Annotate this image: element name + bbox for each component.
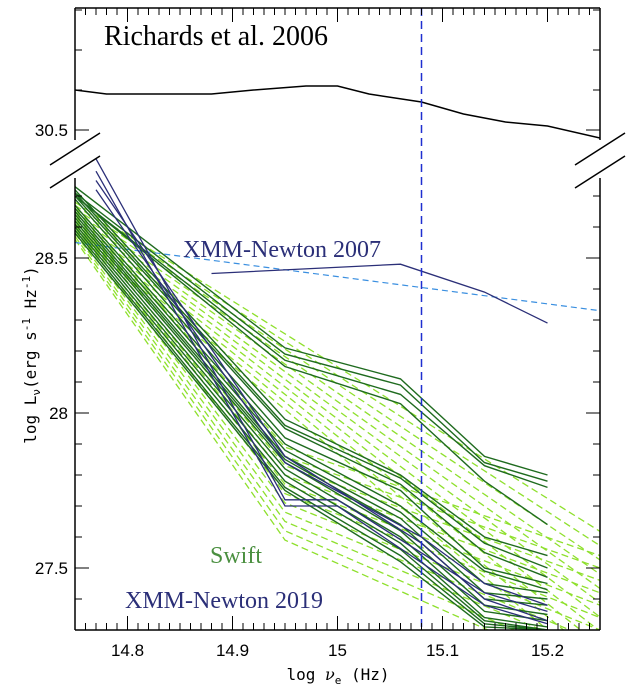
swift-line-6 <box>75 195 548 578</box>
y-tick-label: 28 <box>49 404 68 423</box>
swift-line-2 <box>75 195 548 489</box>
model-line-4 <box>75 214 600 590</box>
annotation-richards: Richards et al. 2006 <box>104 21 328 52</box>
y-axis-label: log Lν(erg s-1 Hz-1) <box>20 266 43 444</box>
swift-line-11 <box>75 214 548 606</box>
swift-line-1 <box>75 192 548 482</box>
x-axis-label: log νe (Hz) <box>286 665 389 687</box>
break-mark-left-1 <box>49 132 101 166</box>
model-line-0 <box>75 201 600 532</box>
swift-line-13 <box>75 220 548 622</box>
richards-curve <box>75 85 600 139</box>
model-line-alt-10 <box>75 239 490 630</box>
swift-line-0 <box>75 186 548 476</box>
swift-line-7 <box>75 198 548 585</box>
annotation-xmm-2007: XMM-Newton 2007 <box>183 237 381 263</box>
xmm2019-line-1 <box>95 170 548 625</box>
x-tick-label: 14.9 <box>216 641 249 660</box>
model-line-3 <box>75 210 600 575</box>
y-tick-label: 27.5 <box>35 559 68 578</box>
x-tick-label: 15.1 <box>426 641 459 660</box>
xmm2007-line <box>211 263 548 324</box>
model-line-alt-7 <box>75 229 572 630</box>
annotation-swift: Swift <box>210 543 262 569</box>
break-mark-right-1 <box>574 132 626 166</box>
x-tick-label: 15 <box>328 641 347 660</box>
model-line-alt-8 <box>75 232 544 630</box>
dashed-blue-line <box>75 241 600 312</box>
swift-line-3 <box>75 195 548 526</box>
frame-layer <box>49 7 626 631</box>
swift-line-4 <box>75 189 548 557</box>
annotation-xmm-2019: XMM-Newton 2019 <box>125 588 323 614</box>
swift-line-5 <box>75 192 548 569</box>
y-tick-label-upper: 30.5 <box>35 121 68 140</box>
model-line-5 <box>75 217 600 604</box>
x-tick-label: 14.8 <box>111 641 144 660</box>
swift-line-10 <box>75 211 548 600</box>
x-tick-label: 15.2 <box>531 641 564 660</box>
series-layer <box>75 8 600 630</box>
text-layer: Richards et al. 2006 XMM-Newton 2007 Swi… <box>20 21 564 687</box>
model-line-8 <box>75 226 582 630</box>
model-line-alt-2 <box>75 214 600 582</box>
swift-line-14 <box>75 223 548 628</box>
break-mark-right-2 <box>574 155 626 189</box>
swift-line-8 <box>75 204 548 591</box>
break-mark-left-2 <box>49 155 101 189</box>
model-line-7 <box>75 223 600 630</box>
y-tick-label: 28.5 <box>35 249 68 268</box>
xmm2019-line-3 <box>95 189 548 606</box>
xmm2019-line-0 <box>95 158 548 613</box>
model-line-alt-5 <box>75 223 600 619</box>
swift-line-9 <box>75 207 548 594</box>
